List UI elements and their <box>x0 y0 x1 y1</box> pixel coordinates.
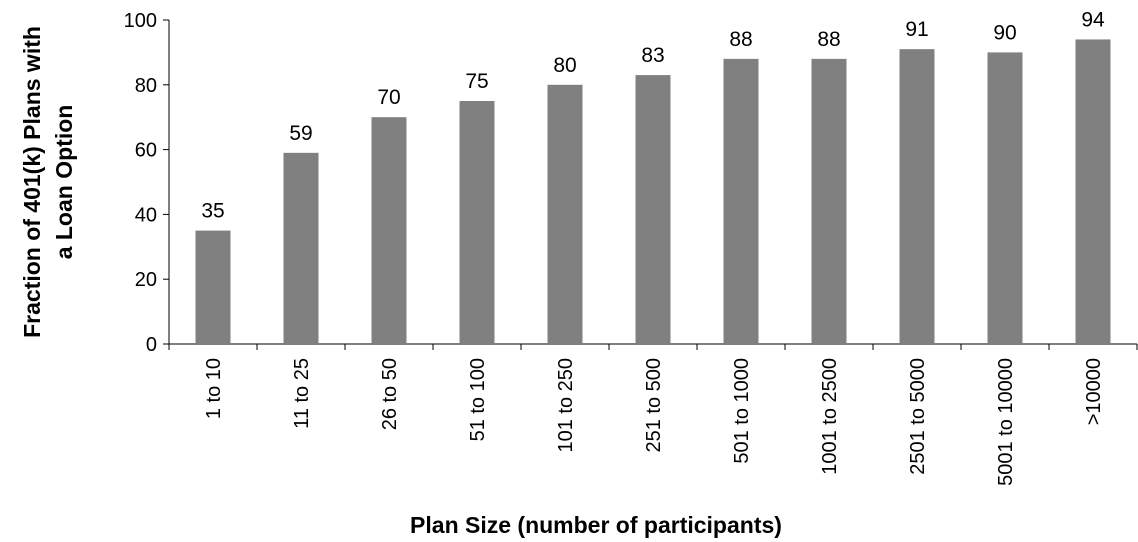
data-label: 35 <box>201 200 224 223</box>
bar <box>811 58 847 344</box>
x-tick-labels: 1 to 10 11 to 25 26 to 50 51 to 100 101 to 2… <box>203 358 1105 486</box>
data-label: 90 <box>993 21 1016 44</box>
bar <box>723 58 759 344</box>
x-axis-title: Plan Size (number of participants) <box>410 512 782 538</box>
x-tick-label: 1001 to 2500 <box>819 358 841 475</box>
y-tick-label: 60 <box>135 140 157 162</box>
bar <box>195 230 231 344</box>
x-tick-label: 501 to 1000 <box>731 358 753 464</box>
data-label: 83 <box>641 44 664 67</box>
x-tick-label: 26 to 50 <box>379 358 401 430</box>
bar <box>635 75 671 344</box>
x-tick-label: 51 to 100 <box>467 358 489 441</box>
x-tick-label: 251 to 500 <box>643 358 665 453</box>
data-label: 80 <box>553 54 576 77</box>
y-axis-title-line: a Loan Option <box>51 105 77 260</box>
data-labels: 35 59 70 75 80 83 88 88 91 90 94 <box>201 8 1105 222</box>
data-label: 75 <box>465 70 488 93</box>
data-label: 88 <box>729 28 752 51</box>
bar <box>459 101 495 344</box>
y-tick-label: 20 <box>135 269 157 291</box>
y-tick-label: 80 <box>135 75 157 97</box>
bar <box>547 84 583 345</box>
y-axis: 0 20 40 60 80 100 <box>124 10 170 356</box>
y-axis-title-line: Fraction of 401(k) Plans with <box>19 26 45 338</box>
bar <box>283 152 319 344</box>
bar <box>371 117 407 344</box>
data-label: 70 <box>377 86 400 109</box>
bars <box>195 39 1111 345</box>
x-tick-label: 101 to 250 <box>555 358 577 453</box>
y-tick-label: 40 <box>135 204 157 226</box>
x-axis <box>168 343 1138 350</box>
y-axis-title: Fraction of 401(k) Plans with a Loan Opti… <box>19 26 77 338</box>
x-tick-label: 1 to 10 <box>203 358 225 419</box>
x-tick-label: 11 to 25 <box>291 358 313 429</box>
bar <box>1075 39 1111 344</box>
data-label: 94 <box>1081 8 1105 31</box>
x-tick-label: 2501 to 5000 <box>907 358 929 475</box>
x-tick-label: >10000 <box>1083 358 1105 425</box>
data-label: 91 <box>905 18 928 41</box>
x-tick-label: 5001 to 10000 <box>995 358 1017 486</box>
bar <box>987 52 1023 345</box>
data-label: 59 <box>289 122 312 145</box>
y-tick-label: 0 <box>146 334 157 356</box>
y-tick-label: 100 <box>124 10 157 32</box>
bar <box>899 49 935 344</box>
data-label: 88 <box>817 28 840 51</box>
